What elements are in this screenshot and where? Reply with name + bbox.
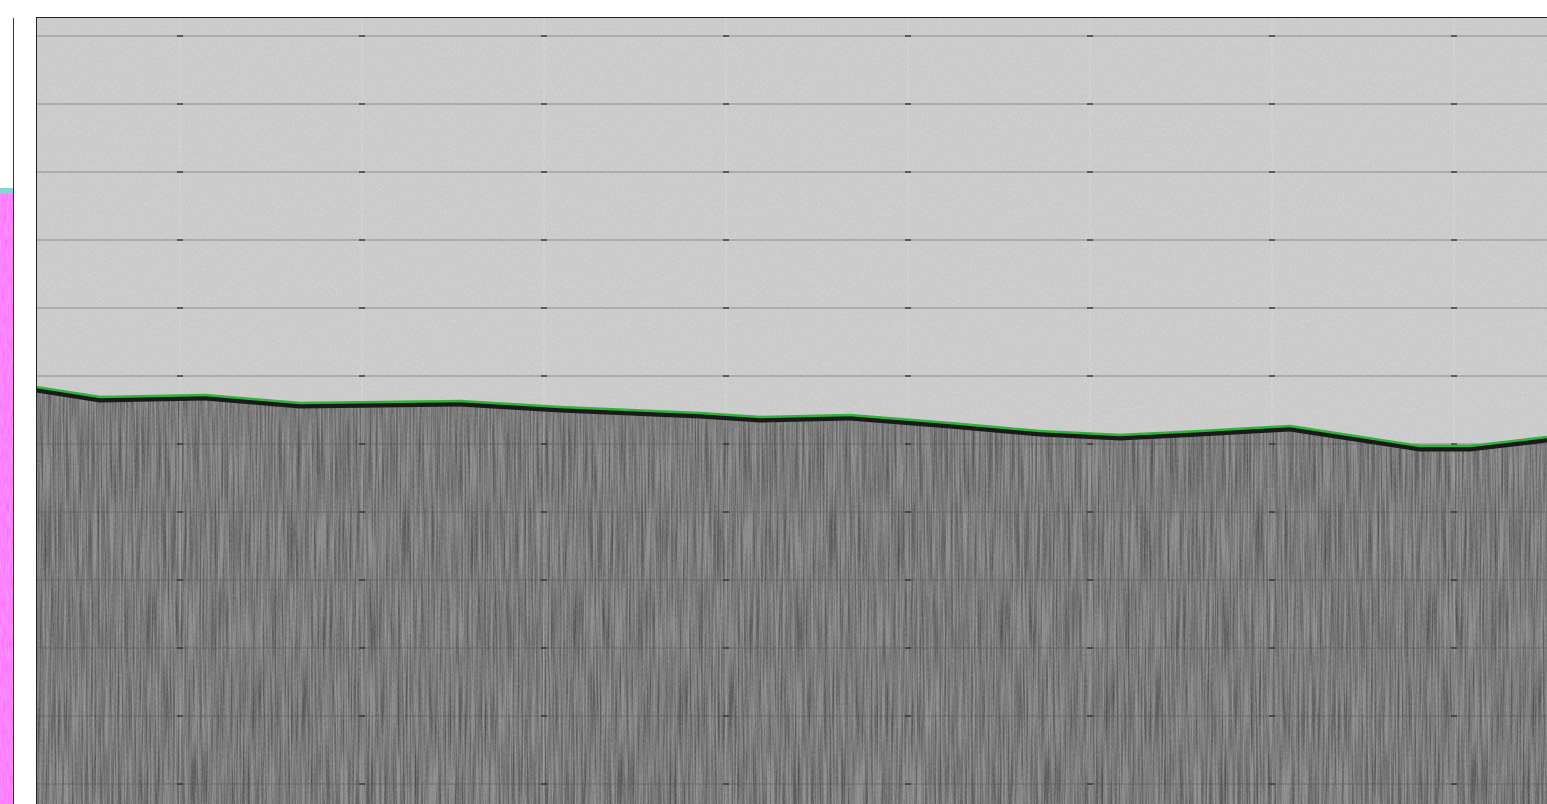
body: (() => { const svg = document.getElement… bbox=[0, 0, 1547, 804]
side-strip-top bbox=[0, 188, 13, 194]
echogram bbox=[36, 18, 1547, 804]
page: {} html, body { margin: 0; padding: 0; w… bbox=[0, 0, 1547, 804]
side-color-strip bbox=[0, 190, 13, 804]
echogram-view bbox=[0, 0, 1547, 804]
